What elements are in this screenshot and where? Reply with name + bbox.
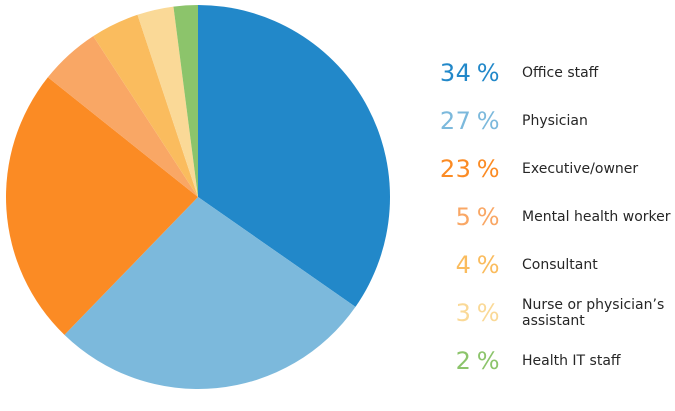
legend-label: Office staff xyxy=(522,65,599,81)
legend-percent-value: 3 % xyxy=(455,299,500,327)
pie-slice-consultant xyxy=(93,14,198,198)
legend: 34 % Office staff 27 % Physician 23 % Ex… xyxy=(430,49,675,385)
pie-slice-executive-owner xyxy=(6,77,198,335)
legend-percent-value: 27 % xyxy=(439,107,500,135)
legend-row: 23 % Executive/owner xyxy=(430,145,675,193)
legend-label: Physician xyxy=(522,113,588,129)
legend-row: 34 % Office staff xyxy=(430,49,675,97)
legend-row: 3 % Nurse or physician’s assistant xyxy=(430,289,675,337)
pie-slice-office-staff xyxy=(198,5,390,307)
legend-percent-value: 2 % xyxy=(455,347,500,375)
legend-percent-value: 34 % xyxy=(439,59,500,87)
legend-label: Consultant xyxy=(522,257,598,273)
legend-label: Mental health worker xyxy=(522,209,671,225)
legend-percent-value: 5 % xyxy=(455,203,500,231)
legend-row: 4 % Consultant xyxy=(430,241,675,289)
legend-label: Executive/owner xyxy=(522,161,639,177)
pie-slice-mental-health-worker xyxy=(47,36,199,197)
legend-percent-value: 23 % xyxy=(439,155,500,183)
pie-slice-nurse-or-physician-s-assistant xyxy=(137,6,198,197)
pie-slice-physician xyxy=(64,197,356,389)
legend-label: Health IT staff xyxy=(522,353,621,369)
pie-chart xyxy=(6,5,390,389)
pie-slice-health-it-staff xyxy=(173,5,198,197)
legend-label: Nurse or physician’s assistant xyxy=(522,297,665,329)
legend-percent-value: 4 % xyxy=(455,251,500,279)
legend-row: 5 % Mental health worker xyxy=(430,193,675,241)
legend-row: 2 % Health IT staff xyxy=(430,337,675,385)
legend-row: 27 % Physician xyxy=(430,97,675,145)
